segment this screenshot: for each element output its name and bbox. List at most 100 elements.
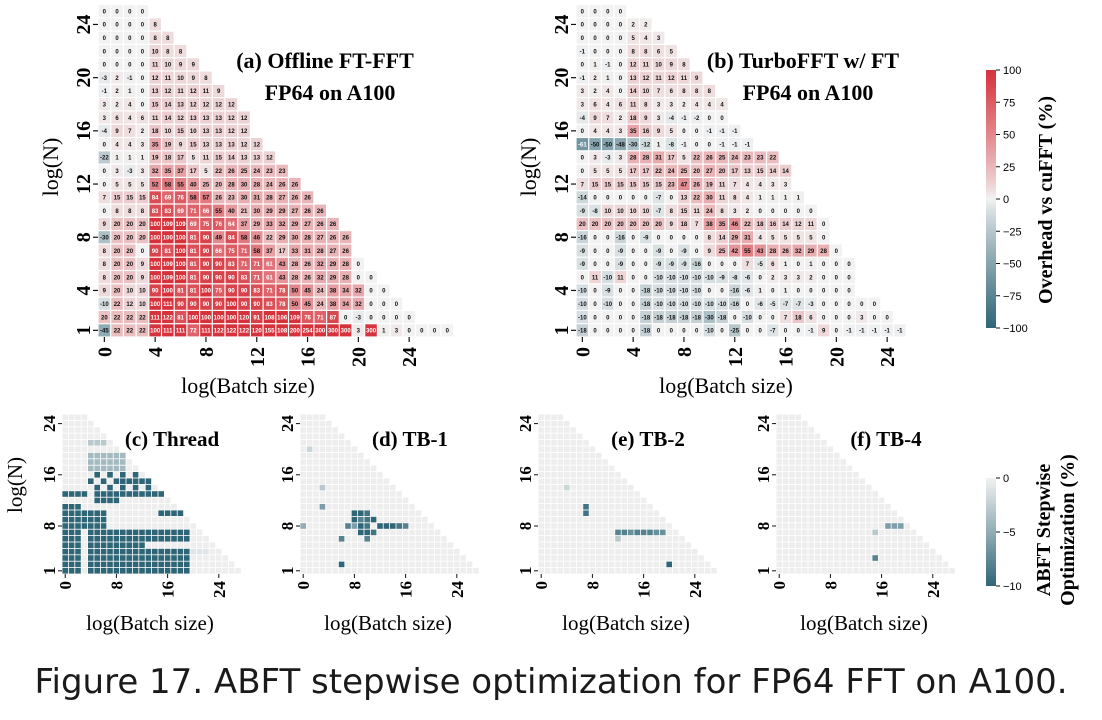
heatmap-cell [589,536,596,542]
cell-value: 0 [103,142,107,148]
heatmap-cell [808,452,814,459]
heatmap-cell [814,472,821,478]
cell-value: 6 [670,89,674,95]
heatmap-cell [589,178,601,191]
heatmap-cell [564,548,570,555]
cell-value: 20 [139,222,146,228]
y-tick-label: 16 [278,466,297,483]
heatmap-cell [402,510,409,516]
heatmap-cell [910,536,917,542]
heatmap-cell [300,523,306,529]
cell-value: 14 [165,116,172,122]
heatmap-cell [653,548,660,555]
cell-value: 120 [239,315,250,321]
heatmap-cell [62,420,68,427]
heatmap-cell [98,284,111,297]
cell-value: 0 [103,209,107,215]
heatmap-cell [88,542,94,548]
heatmap-cell [564,459,570,465]
heatmap-cell [113,516,120,523]
heatmap-cell [551,536,557,542]
heatmap-cell [326,504,332,510]
heatmap-cell [263,284,276,297]
heatmap-cell [767,284,779,297]
heatmap-cell [627,124,639,137]
heatmap-cell [827,491,834,497]
heatmap-cell [313,542,319,548]
cell-value: 0 [822,302,826,308]
heatmap-cell [158,491,164,497]
heatmap-cell [678,111,690,124]
cell-value: 26 [228,169,235,175]
heatmap-cell [81,484,88,491]
heatmap-cell [795,542,802,548]
heatmap-cell [821,440,827,446]
cell-value: 15 [617,182,624,188]
cell-value: 0 [644,249,648,255]
heatmap-cell [364,536,370,542]
cell-value: 0 [873,302,877,308]
heatmap-cell [690,244,703,257]
cell-value: -1 [884,329,890,335]
heatmap-cell [113,536,120,542]
heatmap-cell [840,536,846,542]
heatmap-cell [930,561,936,568]
heatmap-cell [795,536,802,542]
cell-value: -10 [705,302,714,308]
heatmap-cell [338,536,345,542]
cell-value: 0 [593,262,597,268]
heatmap-cell [319,472,326,478]
heatmap-cell [332,516,338,523]
heatmap-cell [538,440,544,446]
cell-value: 84 [228,235,235,241]
heatmap-cell [338,542,345,548]
heatmap-cell [621,510,628,516]
heatmap-cell [94,504,100,510]
heatmap-cell [660,536,666,542]
heatmap-cell [177,548,184,555]
cell-value: 0 [631,315,635,321]
cell-value: 30 [706,196,713,202]
heatmap-cell [332,472,338,478]
colorbar-tick-label: −100 [1003,323,1028,335]
heatmap-cell [634,510,640,516]
cell-value: 2 [593,76,597,82]
heatmap-cell [741,204,754,217]
heatmap-cell [859,497,866,504]
heatmap-cell [136,191,149,204]
heatmap-cell [741,257,754,270]
heatmap-cell [100,548,107,555]
heatmap-cell [551,548,557,555]
cell-value: 9 [657,129,661,135]
heatmap-cell [390,568,396,574]
heatmap-cell [345,548,351,555]
cell-value: 0 [835,275,839,281]
heatmap-cell [898,536,904,542]
heatmap-cell [678,284,690,297]
heatmap-cell [289,297,301,310]
heatmap-cell [703,271,716,284]
cell-value: 0 [695,249,699,255]
heatmap-cell [596,542,602,548]
heatmap-cell [107,446,113,452]
heatmap-cell [209,542,216,548]
heatmap-cell [589,284,601,297]
heatmap-cell [802,472,808,478]
heatmap-cell [98,45,111,58]
heatmap-cell [881,311,893,324]
heatmap-cell [665,191,677,204]
heatmap-cell [814,510,821,516]
heatmap-cell [81,529,88,536]
heatmap-cell [776,516,782,523]
heatmap-cell [827,523,834,529]
heatmap-cell [576,138,589,151]
heatmap-cell [326,542,332,548]
heatmap-cell [196,529,203,536]
heatmap-cell [88,523,94,529]
heatmap-cell [149,231,161,244]
heatmap-cell [878,568,885,574]
heatmap-cell [808,446,814,452]
cell-value: -7 [770,329,776,335]
heatmap-cell [711,568,717,574]
cell-value: -18 [578,329,587,335]
